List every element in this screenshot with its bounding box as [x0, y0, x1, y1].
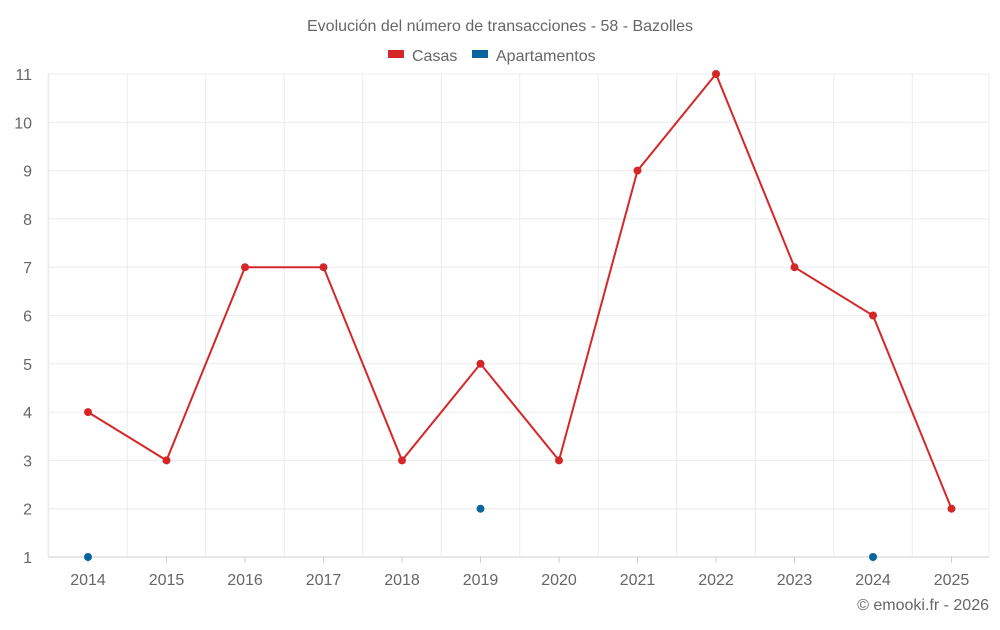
data-point-casas[interactable] — [633, 166, 642, 175]
x-tick-label: 2021 — [620, 572, 656, 589]
legend-swatch-casas — [388, 50, 404, 58]
x-tick-label: 2016 — [227, 572, 263, 589]
legend-label-apartamentos[interactable]: Apartamentos — [496, 48, 596, 65]
x-tick-label: 2025 — [934, 572, 970, 589]
y-tick-label: 11 — [15, 67, 32, 84]
data-point-casas[interactable] — [84, 408, 92, 417]
data-point-casas[interactable] — [790, 263, 799, 272]
data-point-apartamentos[interactable] — [869, 553, 877, 561]
data-point-casas[interactable] — [162, 456, 171, 465]
data-point-casas[interactable] — [555, 456, 563, 465]
x-tick-label: 2017 — [306, 572, 342, 589]
data-point-casas[interactable] — [712, 70, 720, 78]
credit-text: © emooki.fr - 2026 — [857, 597, 989, 614]
x-tick-label: 2024 — [855, 572, 891, 589]
series-line-casas — [87, 72, 953, 510]
x-axis-ticks: 2014 2015 2016 2017 2018 2019 2020 2021 2022 2023… — [70, 557, 969, 589]
x-tick-label: 2023 — [777, 572, 813, 589]
chart-legend: Casas Apartamentos — [388, 48, 596, 65]
legend-swatch-apartamentos — [472, 50, 488, 58]
y-tick-label: 8 — [23, 212, 32, 229]
data-point-casas[interactable] — [947, 504, 956, 513]
x-tick-label: 2022 — [698, 572, 734, 589]
gridlines — [47, 73, 990, 558]
y-tick-label: 10 — [14, 115, 32, 132]
data-point-casas[interactable] — [476, 359, 485, 368]
legend-label-casas[interactable]: Casas — [412, 48, 457, 65]
data-point-apartamentos[interactable] — [84, 553, 92, 561]
chart-title: Evolución del número de transacciones - … — [307, 18, 693, 35]
y-tick-label: 6 — [23, 309, 32, 326]
x-tick-label: 2020 — [541, 572, 577, 589]
y-tick-label: 2 — [23, 502, 32, 519]
x-tick-label: 2015 — [149, 572, 185, 589]
x-tick-label: 2014 — [70, 572, 106, 589]
data-point-casas[interactable] — [869, 311, 877, 320]
y-tick-label: 4 — [23, 405, 32, 422]
y-tick-label: 3 — [23, 453, 32, 470]
data-point-casas[interactable] — [319, 263, 328, 272]
y-tick-label: 1 — [23, 550, 32, 567]
y-tick-label: 9 — [23, 164, 32, 181]
y-tick-label: 7 — [23, 260, 32, 277]
y-tick-label: 5 — [23, 357, 32, 374]
data-point-casas[interactable] — [398, 456, 406, 465]
data-point-casas[interactable] — [241, 263, 249, 272]
y-axis-ticks: 1 2 3 4 5 6 7 8 9 10 11 — [14, 67, 32, 567]
x-tick-label: 2018 — [384, 572, 420, 589]
x-tick-label: 2019 — [463, 572, 499, 589]
series-layer — [84, 70, 956, 561]
data-point-apartamentos[interactable] — [476, 504, 485, 513]
